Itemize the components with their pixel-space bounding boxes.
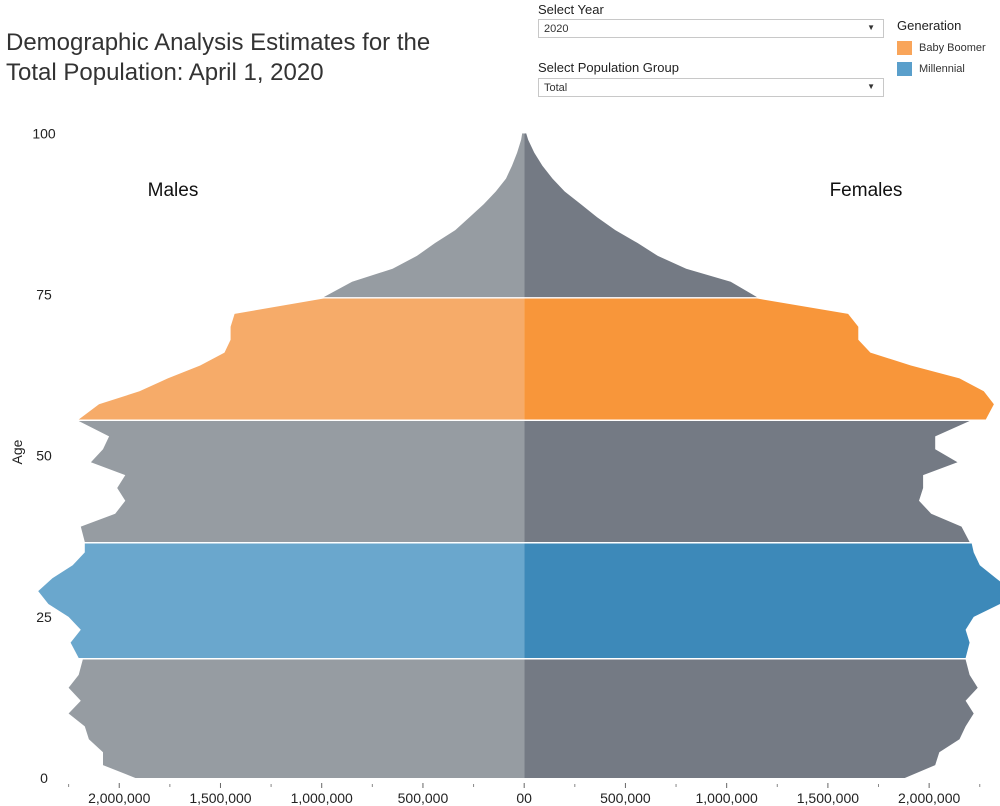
page-title: Demographic Analysis Estimates for the T…: [6, 28, 430, 88]
legend-item-millennial[interactable]: Millennial: [897, 58, 986, 79]
y-tick-label-25: 25: [36, 609, 52, 625]
female-area-millennial-1[interactable]: [524, 543, 1000, 659]
male-area-millennial-1[interactable]: [38, 543, 525, 659]
x-tick-label: 1,000,000: [696, 790, 758, 806]
male-area-other-0[interactable]: [68, 659, 525, 778]
page-title-line1: Demographic Analysis Estimates for the: [6, 29, 431, 56]
male-area-other-2[interactable]: [78, 420, 525, 543]
x-tick-label: 2,000,000: [88, 790, 150, 806]
population-group-select[interactable]: Total ▼: [538, 78, 884, 97]
x-tick-label: 500,000: [398, 790, 449, 806]
females-label: Females: [830, 180, 903, 201]
page-title-line2: Total Population: April 1, 2020: [6, 59, 324, 86]
legend-title: Generation: [897, 18, 962, 33]
population-group-label: Select Population Group: [538, 60, 679, 75]
male-area-baby-boomer-3[interactable]: [78, 298, 525, 420]
legend-label-millennial: Millennial: [919, 62, 965, 75]
x-tick-label: 1,000,000: [291, 790, 353, 806]
y-tick-label-0: 0: [40, 770, 48, 786]
female-area-other-0[interactable]: [524, 659, 978, 778]
x-tick-label: 1,500,000: [189, 790, 251, 806]
female-area-other-2[interactable]: [524, 420, 970, 543]
male-area-other-4[interactable]: [323, 133, 525, 298]
year-label: Select Year: [538, 2, 604, 17]
female-area-other-4[interactable]: [524, 133, 757, 298]
x-tick-label: 2,000,000: [898, 790, 960, 806]
year-select-value: 2020: [544, 23, 569, 35]
female-area-baby-boomer-3[interactable]: [524, 298, 994, 420]
y-tick-label-50: 50: [36, 448, 52, 464]
males-label: Males: [148, 180, 199, 201]
legend-swatch-millennial: [897, 61, 912, 76]
legend: Generation Baby Boomer Millennial: [897, 18, 986, 79]
x-tick-label: 1,500,000: [797, 790, 859, 806]
chevron-down-icon: ▼: [867, 82, 875, 91]
y-tick-label-100: 100: [32, 125, 56, 141]
legend-label-baby-boomer: Baby Boomer: [919, 41, 986, 54]
year-select[interactable]: 2020 ▼: [538, 19, 884, 38]
legend-swatch-baby-boomer: [897, 40, 912, 55]
chevron-down-icon: ▼: [867, 23, 875, 32]
y-tick-label-75: 75: [36, 287, 52, 303]
legend-item-baby-boomer[interactable]: Baby Boomer: [897, 37, 986, 58]
x-tick-label: 500,000: [600, 790, 651, 806]
y-axis-title: Age: [9, 439, 25, 464]
population-group-select-value: Total: [544, 82, 568, 94]
x-tick-label: 00: [516, 790, 532, 806]
